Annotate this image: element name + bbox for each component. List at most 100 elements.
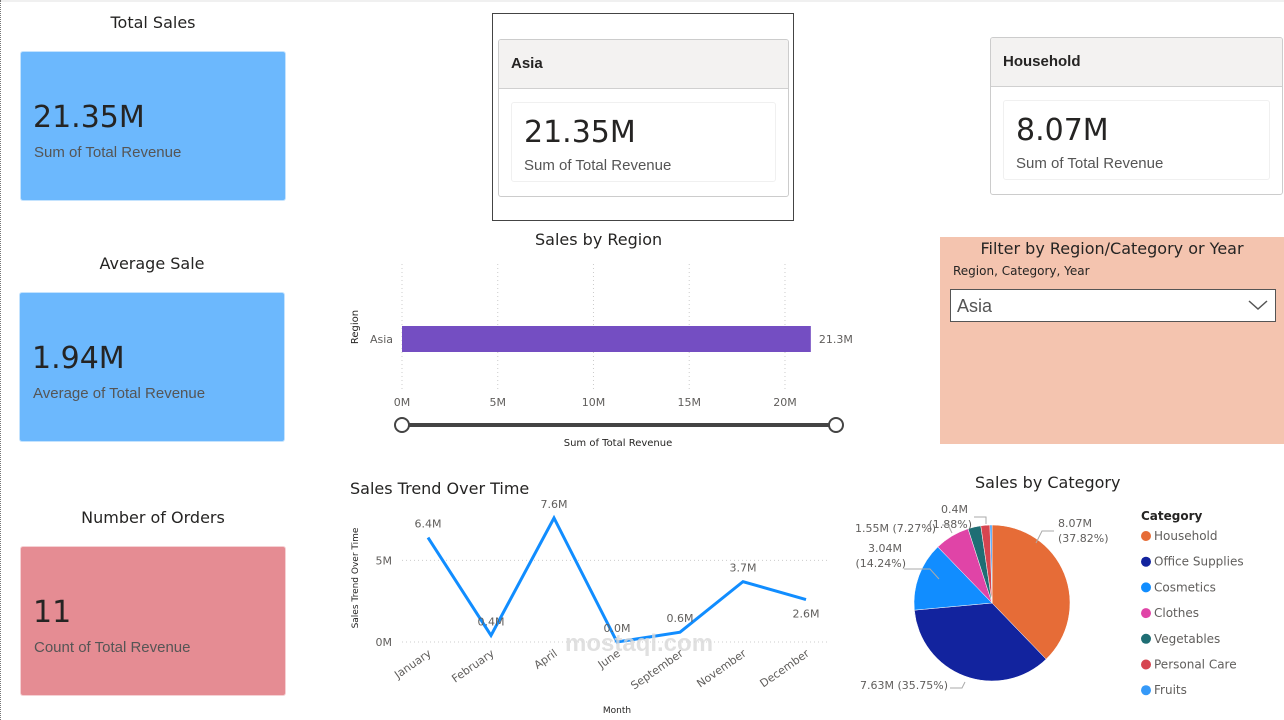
legend-item-personal-care[interactable]: Personal Care [1154,658,1237,672]
kpi-value: 21.35M [33,100,145,135]
category-card-body: 8.07M Sum of Total Revenue [1003,100,1270,180]
kpi-label: Count of Total Revenue [34,639,191,656]
legend-marker[interactable] [1141,582,1151,593]
data-point[interactable] [425,535,431,541]
point-data-label: 2.6M [793,608,820,621]
slice-data-label: (1.88%) [928,518,972,531]
slice-data-label: (14.24%) [855,557,906,570]
point-data-label: 3.7M [730,562,757,575]
slice-data-label: 8.07M [1058,517,1092,530]
filter-subtitle: Region, Category, Year [953,264,1090,278]
slice-data-label: 0.4M [941,503,968,516]
y-axis-title: Sales Trend Over Time [351,527,361,628]
x-tick-label: 5M [489,396,506,409]
kpi-card-number-of-orders[interactable]: 11 Count of Total Revenue [20,546,286,696]
leader-line [942,524,953,534]
x-tick-label: April [532,647,560,672]
pie-slice-household[interactable] [991,524,1071,660]
y-tick-label: 5M [376,554,393,567]
canvas-top-edge [0,0,1284,2]
region-bar-chart: 0M 5M 10M 15M 20M Asia 21.3M Region Sum of Total… [350,264,853,449]
x-tick-label: 0M [394,396,411,409]
point-data-label: 0.6M [667,612,694,625]
leader-line [974,516,987,524]
point-data-label: 7.6M [541,500,568,511]
kpi-card-total-sales[interactable]: 21.35M Sum of Total Revenue [20,51,286,201]
region-chart-title: Sales by Region [535,230,663,249]
zoom-slider-end-handle[interactable] [828,417,844,433]
leader-line [904,568,940,580]
y-category-label: Asia [370,333,393,346]
leader-line [1035,530,1054,544]
data-point[interactable] [488,632,494,638]
leader-line [950,681,966,689]
slice-data-label: 7.63M (35.75%) [860,679,948,692]
point-data-label: 0.0M [604,622,631,635]
point-data-label: 6.4M [415,518,442,531]
legend-item-household[interactable]: Household [1154,529,1218,543]
legend-item-clothes[interactable]: Clothes [1154,606,1199,620]
zoom-slider-start-handle[interactable] [394,417,410,433]
filter-selected-value: Asia [957,296,993,316]
pie-slice-cosmetics[interactable] [913,546,993,611]
filter-title: Filter by Region/Category or Year [980,239,1244,258]
pie-slice-fruits[interactable] [989,524,993,604]
data-point[interactable] [551,515,557,521]
legend-marker[interactable] [1141,659,1151,670]
y-axis-title: Region [350,310,361,344]
kpi-title-total-sales: Total Sales [110,13,196,32]
trend-line-chart: 0M 5M 6.4M January 0.4M February 7.6M April 0.0M… [351,500,830,716]
x-axis-title: Sum of Total Revenue [564,438,673,449]
x-tick-label: December [758,647,813,691]
chevron-down-icon[interactable] [1247,296,1269,314]
kpi-card-average-sale[interactable]: 1.94M Average of Total Revenue [19,292,285,442]
legend-marker[interactable] [1141,685,1151,696]
category-card-label: Sum of Total Revenue [1016,155,1164,172]
kpi-value: 11 [33,595,72,630]
legend-marker[interactable] [1141,531,1151,541]
data-point[interactable] [803,597,809,603]
legend-item-cosmetics[interactable]: Cosmetics [1154,580,1216,594]
bar-data-label: 21.3M [819,333,853,346]
legend-item-fruits[interactable]: Fruits [1154,683,1187,697]
x-tick-label: January [391,647,434,682]
kpi-label: Average of Total Revenue [33,385,206,402]
x-tick-label: 10M [582,396,606,409]
x-axis-title: Month [603,706,631,716]
bar-asia[interactable] [402,326,811,352]
trend-line [426,514,807,644]
kpi-label: Sum of Total Revenue [34,144,182,161]
legend-marker[interactable] [1141,633,1151,644]
trend-chart-title: Sales Trend Over Time [350,479,530,498]
category-pie-chart: 8.07M (37.82%) 7.63M (35.75%) 3.04M (14.24%)… [855,503,1244,697]
y-tick-label: 0M [376,636,393,649]
slice-data-label: (37.82%) [1058,532,1109,545]
legend-marker[interactable] [1141,556,1151,567]
filter-slicer: Filter by Region/Category or Year Region… [940,237,1284,444]
region-card-header: Asia [499,40,788,89]
watermark: mostaql.com [565,630,714,657]
slice-data-label: 1.55M (7.27%) [855,522,936,535]
kpi-value: 1.94M [32,341,125,376]
canvas-left-edge [0,0,1,720]
legend-marker[interactable] [1141,608,1151,619]
legend-item-vegetables[interactable]: Vegetables [1154,632,1220,646]
selected-visual-frame[interactable]: Asia 21.35M Sum of Total Revenue [492,13,794,221]
legend-title: Category [1141,509,1203,523]
pie-slice-office-supplies[interactable] [914,602,1047,682]
region-card-label: Sum of Total Revenue [524,157,672,174]
point-data-label: 0.4M [478,615,505,628]
x-tick-label: February [449,647,497,686]
region-card[interactable]: Asia 21.35M Sum of Total Revenue [498,39,789,197]
category-card[interactable]: Household 8.07M Sum of Total Revenue [990,37,1283,195]
region-card-value: 21.35M [524,115,636,150]
x-tick-label: 15M [677,396,701,409]
category-card-value: 8.07M [1016,113,1109,148]
x-tick-label: 20M [773,396,797,409]
slice-data-label: 3.04M [868,542,902,555]
category-chart-title: Sales by Category [975,473,1121,492]
filter-dropdown[interactable]: Asia [950,289,1276,322]
data-point[interactable] [740,579,746,585]
category-card-header: Household [991,38,1282,87]
legend-item-office-supplies[interactable]: Office Supplies [1154,555,1244,569]
